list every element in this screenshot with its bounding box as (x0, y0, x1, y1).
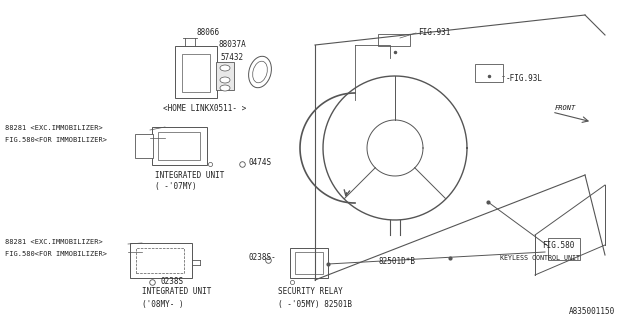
Text: -FIG.93L: -FIG.93L (506, 74, 543, 83)
Text: 0238S: 0238S (160, 277, 183, 286)
FancyBboxPatch shape (135, 134, 153, 158)
FancyBboxPatch shape (136, 248, 184, 273)
Text: 88037A: 88037A (218, 39, 246, 49)
Text: FIG.580<FOR IMMOBILIZER>: FIG.580<FOR IMMOBILIZER> (5, 137, 107, 143)
FancyBboxPatch shape (548, 238, 580, 260)
FancyBboxPatch shape (158, 132, 200, 160)
FancyBboxPatch shape (130, 243, 192, 278)
Text: INTEGRATED UNIT: INTEGRATED UNIT (142, 287, 211, 297)
Text: FRONT: FRONT (555, 105, 576, 111)
Text: FIG.580<FOR IMMOBILIZER>: FIG.580<FOR IMMOBILIZER> (5, 251, 107, 257)
FancyBboxPatch shape (295, 252, 323, 274)
Text: 88066: 88066 (196, 28, 219, 36)
Text: <HOME LINKX0511- >: <HOME LINKX0511- > (163, 103, 246, 113)
Text: SECURITY RELAY: SECURITY RELAY (278, 287, 343, 297)
FancyBboxPatch shape (290, 248, 328, 278)
FancyBboxPatch shape (182, 54, 210, 92)
Text: 88281 <EXC.IMMOBILIZER>: 88281 <EXC.IMMOBILIZER> (5, 239, 103, 245)
FancyBboxPatch shape (475, 64, 503, 82)
Text: A835001150: A835001150 (569, 308, 615, 316)
FancyBboxPatch shape (175, 46, 217, 98)
Ellipse shape (253, 61, 268, 83)
Ellipse shape (248, 56, 271, 88)
Text: 82501D*B: 82501D*B (378, 258, 415, 267)
Text: ( -'07MY): ( -'07MY) (155, 182, 196, 191)
Text: ( -'05MY) 82501B: ( -'05MY) 82501B (278, 300, 352, 308)
FancyBboxPatch shape (152, 127, 207, 165)
Text: 88281 <EXC.IMMOBILIZER>: 88281 <EXC.IMMOBILIZER> (5, 125, 103, 131)
Text: ('08MY- ): ('08MY- ) (142, 300, 184, 308)
FancyBboxPatch shape (216, 62, 234, 90)
Ellipse shape (220, 85, 230, 91)
Text: FIG.931: FIG.931 (418, 28, 451, 36)
Text: INTEGRATED UNIT: INTEGRATED UNIT (155, 171, 225, 180)
Text: 0474S: 0474S (248, 157, 271, 166)
FancyBboxPatch shape (378, 34, 410, 46)
Text: KEYLESS CONTROL UNIT: KEYLESS CONTROL UNIT (500, 255, 580, 261)
Ellipse shape (220, 65, 230, 71)
Text: FIG.580: FIG.580 (542, 241, 574, 250)
Text: 57432: 57432 (220, 53, 243, 62)
Ellipse shape (220, 77, 230, 83)
Text: 0238S-: 0238S- (248, 253, 276, 262)
